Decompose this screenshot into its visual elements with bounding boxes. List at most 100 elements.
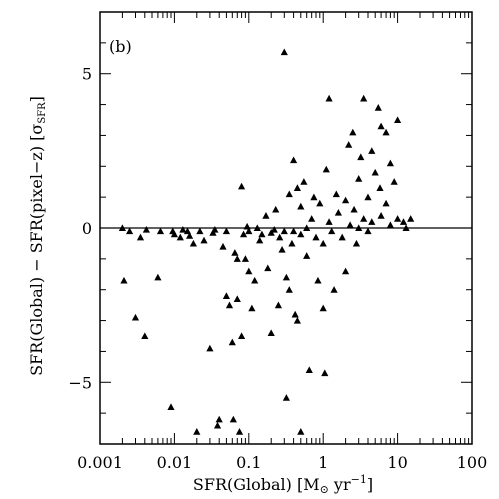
x-tick-label: 1 [318, 453, 328, 472]
y-tick-label: −5 [68, 373, 92, 392]
data-point [200, 236, 208, 244]
data-point [270, 225, 278, 233]
data-points [118, 48, 415, 435]
data-point [314, 276, 322, 284]
data-point [272, 205, 280, 213]
data-point [364, 227, 372, 235]
data-point [374, 104, 382, 111]
data-point [364, 193, 372, 201]
data-point [142, 225, 150, 233]
data-point [136, 233, 145, 241]
data-point [274, 301, 283, 309]
data-point [248, 304, 256, 312]
data-point [360, 215, 368, 222]
data-point [241, 255, 249, 262]
data-point [154, 273, 162, 281]
data-point [377, 212, 385, 219]
data-point [330, 286, 338, 293]
data-point [189, 239, 197, 247]
data-point [126, 227, 134, 235]
data-point [280, 48, 288, 56]
data-point [196, 227, 204, 235]
data-point [131, 313, 140, 321]
data-point [357, 153, 365, 161]
data-point [211, 225, 219, 233]
data-point [156, 227, 165, 235]
data-point [289, 156, 298, 164]
data-point [231, 249, 239, 256]
x-tick-label: 0.01 [157, 453, 193, 472]
data-point [206, 344, 214, 352]
data-point [319, 304, 327, 312]
data-point [345, 141, 353, 148]
x-tick-label: 0.1 [236, 453, 261, 472]
data-point [341, 196, 350, 204]
data-point [350, 205, 358, 213]
data-point [341, 267, 350, 275]
data-point [288, 239, 296, 247]
data-point [407, 215, 415, 222]
data-point [334, 208, 342, 216]
data-point [229, 415, 237, 423]
data-point [235, 428, 244, 435]
data-point [297, 428, 305, 435]
data-point [262, 212, 270, 219]
data-point [213, 421, 222, 429]
data-point [399, 218, 408, 225]
data-point [289, 227, 298, 235]
data-point [332, 190, 340, 198]
data-point [258, 230, 266, 238]
data-point [291, 310, 299, 318]
data-point [346, 221, 354, 228]
data-point [386, 159, 394, 167]
data-point [278, 246, 286, 253]
x-tick-label: 10 [387, 453, 407, 472]
data-point [222, 227, 231, 235]
data-point [325, 94, 333, 102]
data-point [382, 199, 390, 207]
data-point [251, 276, 259, 284]
data-point [170, 230, 178, 238]
data-point [280, 227, 288, 235]
data-point [293, 316, 301, 324]
data-point [312, 233, 320, 241]
data-point [390, 178, 398, 185]
data-point [338, 233, 346, 241]
data-point [285, 286, 293, 293]
data-point [300, 178, 308, 185]
data-point [267, 329, 275, 336]
data-point [120, 276, 128, 284]
data-point [219, 242, 227, 250]
data-point [276, 233, 284, 241]
data-point [179, 225, 187, 233]
data-point [228, 338, 236, 346]
y-axis-label: SFR(Global) − SFR(pixel−z) [σSFR] [27, 96, 48, 376]
data-point [321, 369, 329, 377]
data-point [303, 252, 311, 259]
data-point [328, 227, 336, 235]
data-point [237, 182, 246, 190]
data-point [355, 175, 363, 182]
data-point [297, 202, 305, 210]
data-point [394, 116, 402, 124]
y-tick-label: 0 [82, 219, 92, 238]
data-point [386, 221, 394, 228]
data-point [316, 199, 324, 207]
data-point [256, 236, 264, 244]
data-point [183, 227, 192, 235]
data-point [193, 428, 201, 435]
data-point [293, 184, 301, 191]
tick-labels: 0.001 0.01 0.1 1 10 100 −5 0 5 [68, 65, 487, 472]
data-point [322, 165, 330, 173]
data-point [285, 190, 293, 198]
x-tick-label: 100 [457, 453, 488, 472]
data-point [394, 215, 402, 222]
data-point [245, 267, 253, 275]
data-point [225, 301, 234, 309]
data-point [377, 122, 385, 130]
panel-label: (b) [109, 37, 132, 56]
data-point [319, 239, 327, 247]
data-point [141, 332, 149, 340]
data-point [305, 366, 313, 374]
